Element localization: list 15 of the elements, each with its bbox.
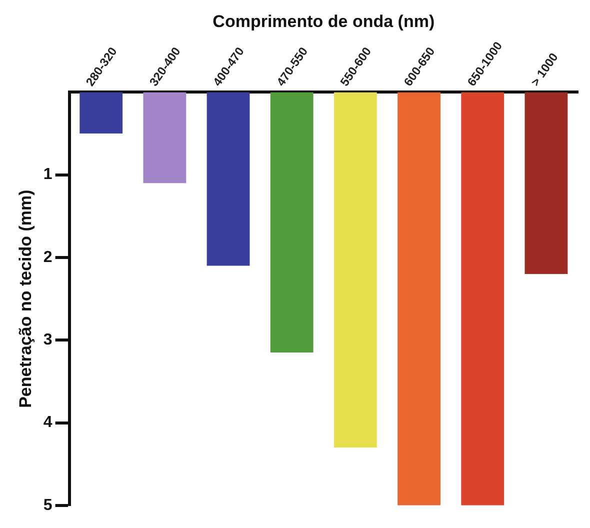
bar [398,92,440,506]
y-tick-label: 2 [43,248,52,266]
bar [461,92,504,506]
bar [524,92,568,274]
x-axis-title: Comprimento de onda (nm) [212,12,435,31]
y-axis-title: Penetração no tecido (mm) [16,190,35,408]
bar [334,92,377,448]
y-tick-label: 4 [43,414,52,432]
y-tick-label: 3 [43,332,52,349]
y-tick-label: 5 [43,496,52,514]
bar [206,92,250,266]
bar [270,92,314,353]
bar [80,92,123,134]
bar [143,92,186,184]
y-tick-label: 1 [43,166,52,184]
